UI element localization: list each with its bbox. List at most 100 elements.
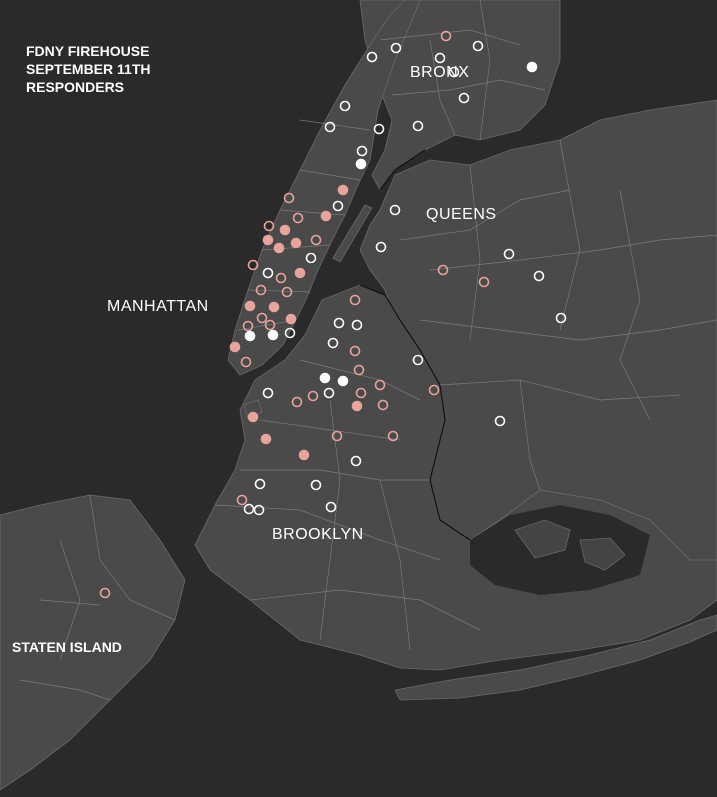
firehouse-marker-white-outline [323, 387, 335, 399]
firehouse-marker-pink-filled [294, 267, 306, 279]
firehouse-marker-white-outline [434, 52, 446, 64]
firehouse-marker-white-outline [555, 312, 567, 324]
firehouse-marker-white-outline [390, 42, 402, 54]
bay-island-2 [579, 537, 626, 571]
firehouse-marker-pink-outline [440, 30, 452, 42]
governors-island [243, 399, 263, 419]
firehouse-marker-white-outline [412, 354, 424, 366]
firehouse-marker-pink-outline [349, 294, 361, 306]
firehouse-marker-pink-outline [428, 384, 440, 396]
firehouse-marker-pink-outline [353, 364, 365, 376]
firehouse-marker-white-outline [472, 40, 484, 52]
firehouse-marker-pink-outline [281, 286, 293, 298]
firehouse-marker-pink-outline [478, 276, 490, 288]
firehouse-marker-pink-filled [273, 242, 285, 254]
firehouse-marker-white-outline [243, 503, 255, 515]
firehouse-marker-white-outline [375, 241, 387, 253]
firehouse-marker-pink-outline [307, 390, 319, 402]
firehouse-marker-pink-outline [310, 234, 322, 246]
firehouse-marker-white-filled [337, 375, 349, 387]
manhattan-land [227, 0, 421, 376]
firehouse-marker-pink-outline [99, 587, 111, 599]
firehouse-marker-white-outline [412, 120, 424, 132]
firehouse-marker-white-outline [262, 387, 274, 399]
firehouse-marker-white-outline [494, 415, 506, 427]
firehouse-marker-white-outline [366, 51, 378, 63]
firehouse-marker-white-outline [262, 267, 274, 279]
firehouse-marker-pink-outline [255, 284, 267, 296]
firehouse-marker-pink-outline [349, 345, 361, 357]
firehouse-marker-white-outline [332, 200, 344, 212]
title-line-1: FDNY FIREHOUSE [26, 43, 150, 59]
firehouse-marker-white-filled [355, 158, 367, 170]
firehouse-marker-pink-filled [244, 300, 256, 312]
firehouse-marker-pink-outline [291, 396, 303, 408]
firehouse-marker-pink-filled [268, 301, 280, 313]
map-title: FDNY FIREHOUSE SEPTEMBER 11TH RESPONDERS [26, 42, 150, 96]
title-line-2: SEPTEMBER 11TH [26, 61, 151, 77]
firehouse-marker-pink-outline [247, 259, 259, 271]
firehouse-marker-pink-filled [247, 411, 259, 423]
firehouse-marker-white-filled [526, 61, 538, 73]
firehouse-marker-white-outline [351, 319, 363, 331]
title-line-3: RESPONDERS [26, 79, 125, 95]
firehouse-marker-white-outline [305, 252, 317, 264]
borough-label-queens: QUEENS [426, 206, 497, 223]
firehouse-marker-white-filled [267, 329, 279, 341]
firehouse-marker-white-outline [253, 504, 265, 516]
firehouse-markers [99, 30, 567, 599]
firehouse-marker-pink-filled [351, 400, 363, 412]
bay-island-1 [514, 519, 571, 559]
firehouse-marker-pink-filled [320, 210, 332, 222]
firehouse-marker-pink-outline [263, 220, 275, 232]
firehouse-marker-white-outline [503, 248, 515, 260]
borough-label-manhattan: MANHATTAN [107, 298, 209, 315]
firehouse-marker-pink-filled [337, 184, 349, 196]
firehouse-marker-white-outline [350, 455, 362, 467]
firehouse-marker-white-outline [327, 337, 339, 349]
firehouse-marker-white-outline [389, 204, 401, 216]
borough-label-brooklyn: BROOKLYN [272, 526, 364, 543]
firehouse-marker-white-outline [333, 317, 345, 329]
firehouse-marker-white-outline [448, 66, 460, 78]
firehouse-marker-white-outline [458, 92, 470, 104]
roosevelt-island [332, 204, 373, 263]
firehouse-marker-pink-filled [260, 433, 272, 445]
district-lines [19, 0, 717, 701]
firehouse-marker-pink-outline [331, 430, 343, 442]
firehouse-marker-white-outline [310, 479, 322, 491]
firehouse-marker-pink-outline [236, 494, 248, 506]
firehouse-marker-white-outline [324, 121, 336, 133]
firehouse-marker-white-filled [319, 372, 331, 384]
firehouse-marker-pink-outline [292, 212, 304, 224]
firehouse-marker-pink-outline [387, 430, 399, 442]
firehouse-marker-pink-filled [290, 237, 302, 249]
firehouse-marker-pink-filled [262, 234, 274, 246]
firehouse-marker-pink-outline [264, 319, 276, 331]
firehouse-marker-pink-outline [256, 312, 268, 324]
firehouse-marker-pink-filled [285, 313, 297, 325]
firehouse-marker-pink-outline [437, 264, 449, 276]
borough-label-bronx: BRONX [410, 64, 470, 81]
firehouse-marker-white-outline [254, 478, 266, 490]
firehouse-marker-white-filled [244, 330, 256, 342]
firehouse-marker-white-outline [373, 123, 385, 135]
firehouse-marker-pink-outline [355, 387, 367, 399]
firehouse-marker-pink-outline [240, 356, 252, 368]
firehouse-marker-white-outline [325, 501, 337, 513]
borough-label-staten-island: STATEN ISLAND [12, 639, 122, 655]
firehouse-marker-white-outline [339, 100, 351, 112]
firehouse-marker-white-outline [356, 145, 368, 157]
firehouse-marker-pink-outline [242, 320, 254, 332]
bronx-queens-boundary [379, 149, 426, 191]
firehouse-marker-white-outline [533, 270, 545, 282]
firehouse-marker-pink-outline [377, 399, 389, 411]
rockaway-land [394, 614, 717, 701]
firehouse-marker-pink-filled [279, 224, 291, 236]
firehouse-marker-pink-filled [229, 341, 241, 353]
firehouse-marker-pink-outline [275, 272, 287, 284]
firehouse-marker-pink-filled [298, 449, 310, 461]
firehouse-marker-pink-outline [283, 192, 295, 204]
